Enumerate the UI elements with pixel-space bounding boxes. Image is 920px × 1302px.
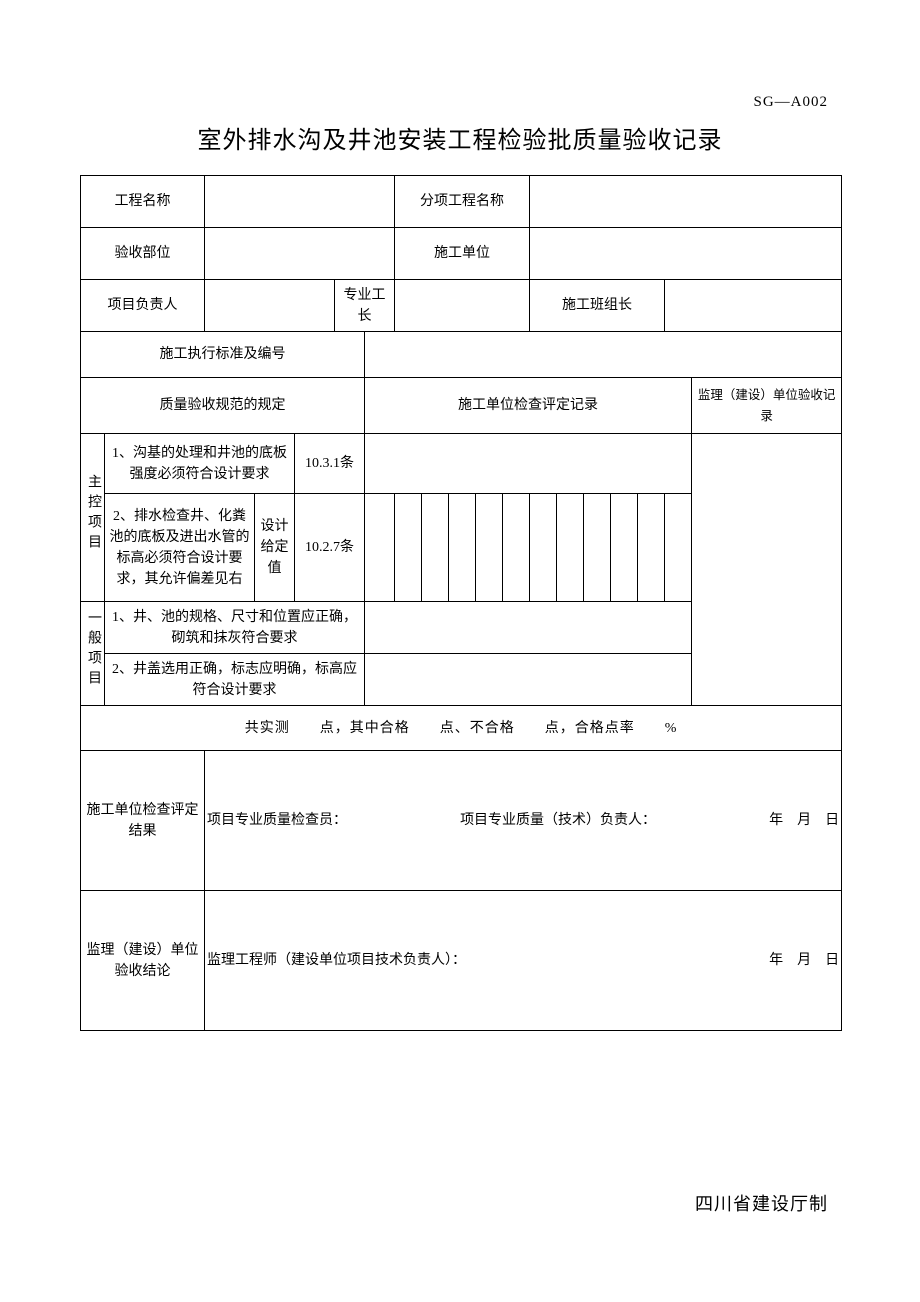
main-item-2-text: 2、排水检查井、化粪池的底板及进出水管的标高必须符合设计要求，其允许偏差见右 — [105, 494, 255, 602]
main-item-2-code: 10.2.7条 — [295, 494, 365, 602]
supervise-record-cell[interactable] — [692, 434, 842, 706]
grid-cell[interactable] — [503, 494, 530, 602]
sig-inspector-label: 项目专业质量检查员： — [207, 810, 347, 831]
field-team-leader[interactable] — [665, 280, 842, 332]
label-quality-spec: 质量验收规范的规定 — [81, 378, 365, 434]
field-project-name[interactable] — [205, 176, 395, 228]
field-project-leader[interactable] — [205, 280, 335, 332]
summary-row: 共实测 点，其中合格 点、不合格 点，合格点率 % — [81, 706, 842, 751]
grid-cell[interactable] — [395, 494, 422, 602]
label-exec-standard: 施工执行标准及编号 — [81, 332, 365, 378]
grid-cell[interactable] — [638, 494, 665, 602]
gen-item-2-record[interactable] — [365, 654, 692, 706]
date-label: 年 月 日 — [769, 950, 839, 971]
grid-cell[interactable] — [422, 494, 449, 602]
date-label: 年 月 日 — [769, 810, 839, 831]
label-supervise-conclusion: 监理（建设）单位验收结论 — [81, 891, 205, 1031]
gen-item-1-record[interactable] — [365, 602, 692, 654]
label-pro-foreman: 专业工长 — [335, 280, 395, 332]
unit-check-result-cell[interactable]: 项目专业质量检查员： 项目专业质量（技术）负责人： 年 月 日 — [205, 751, 842, 891]
label-unit-check-record: 施工单位检查评定记录 — [365, 378, 692, 434]
gen-item-2-text: 2、井盖选用正确，标志应明确，标高应符合设计要求 — [105, 654, 365, 706]
label-construction-unit: 施工单位 — [395, 228, 530, 280]
gen-item-1-text: 1、井、池的规格、尺寸和位置应正确，砌筑和抹灰符合要求 — [105, 602, 365, 654]
footer-issuer: 四川省建设厅制 — [695, 1190, 828, 1216]
page: SG—A002 室外排水沟及井池安装工程检验批质量验收记录 — [0, 0, 920, 1302]
grid-cell[interactable] — [530, 494, 557, 602]
grid-cell[interactable] — [584, 494, 611, 602]
main-item-1-code: 10.3.1条 — [295, 434, 365, 494]
document-code: SG—A002 — [753, 94, 828, 111]
label-team-leader: 施工班组长 — [530, 280, 665, 332]
document-title: 室外排水沟及井池安装工程检验批质量验收记录 — [80, 120, 840, 155]
field-sub-project-name[interactable] — [530, 176, 842, 228]
label-supervise-record: 监理（建设）单位验收记录 — [692, 378, 842, 434]
label-unit-check-result: 施工单位检查评定结果 — [81, 751, 205, 891]
main-item-1-record[interactable] — [365, 434, 692, 494]
field-exec-standard[interactable] — [365, 332, 842, 378]
label-general-items: 一般项目 — [81, 602, 105, 706]
grid-cell[interactable] — [557, 494, 584, 602]
label-main-items: 主控项目 — [81, 434, 105, 602]
field-construction-unit[interactable] — [530, 228, 842, 280]
main-item-1-text: 1、沟基的处理和井池的底板强度必须符合设计要求 — [105, 434, 295, 494]
label-accept-part: 验收部位 — [81, 228, 205, 280]
sig-supervisor-label: 监理工程师（建设单位项目技术负责人）： — [207, 950, 466, 971]
label-sub-project-name: 分项工程名称 — [395, 176, 530, 228]
grid-cell[interactable] — [611, 494, 638, 602]
sig-tech-leader-label: 项目专业质量（技术）负责人： — [460, 810, 656, 831]
label-project-name: 工程名称 — [81, 176, 205, 228]
grid-cell[interactable] — [365, 494, 395, 602]
grid-cell[interactable] — [476, 494, 503, 602]
main-item-2-sub: 设计给定值 — [255, 494, 295, 602]
label-project-leader: 项目负责人 — [81, 280, 205, 332]
supervise-conclusion-cell[interactable]: 监理工程师（建设单位项目技术负责人）： 年 月 日 — [205, 891, 842, 1031]
field-pro-foreman[interactable] — [395, 280, 530, 332]
grid-cell[interactable] — [449, 494, 476, 602]
grid-cell[interactable] — [665, 494, 692, 602]
field-accept-part[interactable] — [205, 228, 395, 280]
form-table: 工程名称 分项工程名称 验收部位 施工单位 项目负责人 专业工长 施工班组长 施… — [80, 175, 842, 1031]
